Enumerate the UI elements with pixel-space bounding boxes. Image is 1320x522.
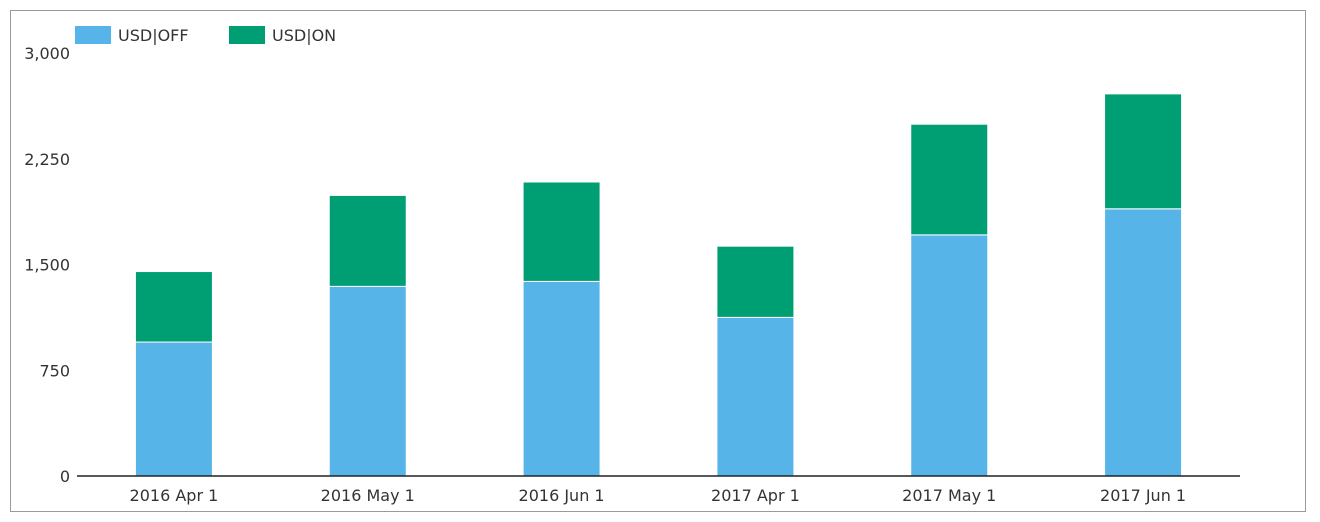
x-tick-label-1: 2016 May 1 bbox=[321, 486, 415, 505]
bar-4-series-1 bbox=[910, 123, 989, 236]
legend-swatch-1 bbox=[229, 26, 265, 44]
y-tick-label-1: 750 bbox=[39, 361, 70, 380]
legend: USD|OFF USD|ON bbox=[75, 26, 336, 45]
x-tick-label-2: 2016 Jun 1 bbox=[519, 486, 605, 505]
x-tick-label-0: 2016 Apr 1 bbox=[130, 486, 219, 505]
x-tick-label-4: 2017 May 1 bbox=[902, 486, 996, 505]
y-tick-label-0: 0 bbox=[60, 467, 70, 486]
x-tick-label-3: 2017 Apr 1 bbox=[711, 486, 800, 505]
bar-5-series-0 bbox=[1104, 208, 1183, 477]
bar-1-series-1 bbox=[328, 194, 407, 287]
y-axis: 0 750 1,500 2,250 3,000 bbox=[24, 44, 70, 486]
bar-2-series-0 bbox=[522, 280, 601, 477]
bar-4-series-0 bbox=[910, 234, 989, 477]
bar-0-series-1 bbox=[134, 271, 213, 343]
bar-3-series-1 bbox=[716, 245, 795, 318]
bars bbox=[134, 93, 1183, 477]
bar-0-series-0 bbox=[134, 341, 213, 477]
bar-2-series-1 bbox=[522, 181, 601, 282]
x-axis: 2016 Apr 1 2016 May 1 2016 Jun 1 2017 Apr 1… bbox=[77, 475, 1240, 505]
bar-3-series-0 bbox=[716, 316, 795, 477]
bar-1-series-0 bbox=[328, 285, 407, 477]
legend-label-0: USD|OFF bbox=[118, 26, 189, 45]
x-tick-label-5: 2017 Jun 1 bbox=[1100, 486, 1186, 505]
bar-5-series-1 bbox=[1104, 93, 1183, 210]
legend-label-1: USD|ON bbox=[272, 26, 336, 45]
y-tick-label-4: 3,000 bbox=[24, 44, 70, 63]
y-tick-label-2: 1,500 bbox=[24, 256, 70, 275]
chart-frame bbox=[10, 10, 1306, 512]
y-tick-label-3: 2,250 bbox=[24, 150, 70, 169]
legend-swatch-0 bbox=[75, 26, 111, 44]
